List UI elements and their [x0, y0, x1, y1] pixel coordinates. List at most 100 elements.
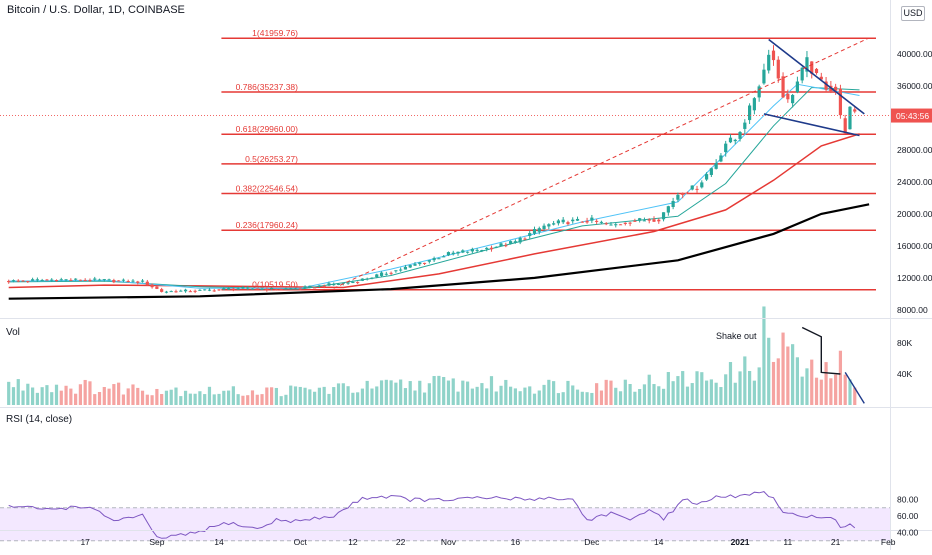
candle-body — [724, 143, 728, 153]
volume-bar — [212, 394, 216, 405]
candle-body — [805, 57, 809, 72]
volume-bar — [389, 380, 393, 405]
volume-bar — [160, 394, 164, 405]
volume-bar — [117, 382, 121, 405]
candle-body — [556, 220, 560, 224]
volume-bar — [31, 387, 35, 405]
volume-bar — [394, 382, 398, 405]
volume-bar — [203, 394, 207, 405]
rsi-tick-label: 80.00 — [897, 495, 919, 505]
candle-body — [59, 279, 63, 281]
volume-bar — [661, 388, 666, 405]
candle-body — [35, 279, 39, 281]
volume-bar — [226, 390, 231, 405]
candle-body — [150, 284, 154, 288]
volume-bar — [475, 386, 479, 405]
candle-body — [7, 280, 11, 283]
candle-body — [657, 219, 661, 222]
candle-body — [843, 118, 847, 134]
rsi-line — [8, 491, 856, 539]
candle-body — [819, 76, 823, 80]
volume-bar — [442, 376, 446, 405]
volume-bar — [728, 362, 733, 405]
candle-body — [16, 280, 20, 282]
candle-body — [771, 50, 776, 61]
volume-bar — [494, 391, 498, 405]
candle-body — [102, 279, 106, 281]
volume-bar — [231, 386, 235, 405]
candle-body — [728, 137, 733, 143]
volume-bar — [781, 332, 785, 405]
volume-bar — [810, 359, 814, 405]
volume-bar — [59, 390, 63, 405]
candle-body — [614, 224, 618, 226]
trendlines[interactable] — [0, 37, 890, 289]
candle-body — [160, 289, 164, 292]
price-tick-label: 16000.00 — [897, 241, 932, 251]
candle-body — [437, 258, 441, 260]
volume-bar — [375, 386, 379, 405]
volume-bar — [399, 379, 403, 405]
candle-body — [341, 282, 345, 284]
volume-bar — [126, 388, 130, 405]
candle-body — [446, 252, 451, 256]
volume-bar — [317, 387, 321, 405]
volume-bar — [834, 374, 838, 405]
candle-body — [365, 278, 369, 280]
volume-bar — [642, 384, 647, 405]
time-tick-label: 17 — [80, 537, 90, 547]
candle-body — [45, 279, 49, 281]
trendline[interactable] — [763, 113, 860, 137]
rsi-tick-label: 60.00 — [897, 511, 919, 521]
volume-bar — [260, 394, 264, 405]
volume-bar — [107, 388, 111, 405]
volume-trendline[interactable] — [844, 372, 865, 404]
volume-trendline[interactable] — [801, 326, 841, 375]
candle-body — [298, 288, 302, 290]
trendline[interactable] — [333, 37, 870, 289]
volume-bar — [456, 391, 460, 405]
candle-body — [571, 219, 575, 222]
candle-body — [623, 222, 627, 224]
candle-body — [580, 221, 584, 223]
candle-body — [394, 270, 398, 272]
volume-bar — [427, 383, 431, 405]
volume-bar — [198, 391, 202, 405]
candle-body — [719, 155, 723, 162]
candle-body — [743, 122, 747, 129]
trendline[interactable] — [768, 38, 865, 115]
volume-bar — [413, 390, 417, 405]
rsi-band — [0, 507, 890, 542]
volume-bar — [446, 380, 451, 405]
time-tick-label: 11 — [783, 537, 792, 547]
candle-body — [69, 279, 73, 281]
currency-button[interactable]: USD — [901, 6, 925, 21]
candle-body — [585, 220, 589, 223]
candle-body — [590, 217, 594, 221]
candle-body — [714, 163, 718, 169]
volume-bar — [64, 385, 68, 405]
candle-body — [54, 280, 59, 282]
volume-bar — [609, 380, 613, 405]
fib-level-label: 0.5(26253.27) — [245, 154, 298, 164]
current-price-time-label: 05:43:56 — [896, 111, 929, 121]
time-tick-label: Dec — [584, 537, 600, 547]
volume-bar — [365, 380, 369, 405]
candle-body — [681, 193, 685, 195]
moving-average-line — [8, 86, 860, 290]
volume-bar — [824, 362, 828, 405]
volume-bar — [695, 371, 699, 405]
volume-bar — [155, 388, 159, 405]
candle-body — [31, 279, 35, 281]
candle-body — [289, 288, 293, 290]
volume-bar — [93, 394, 97, 405]
candle-body — [193, 290, 197, 292]
volume-bar — [485, 388, 489, 405]
fibonacci-retracement[interactable]: 1(41959.76) 0.786(35237.38) 0.618(29960.00… — [221, 28, 876, 291]
price-tick-label: 20000.00 — [897, 209, 932, 219]
volume-bar — [250, 390, 255, 405]
volume-bar — [838, 350, 843, 405]
candle-body — [356, 282, 360, 284]
candle-body — [284, 288, 288, 290]
